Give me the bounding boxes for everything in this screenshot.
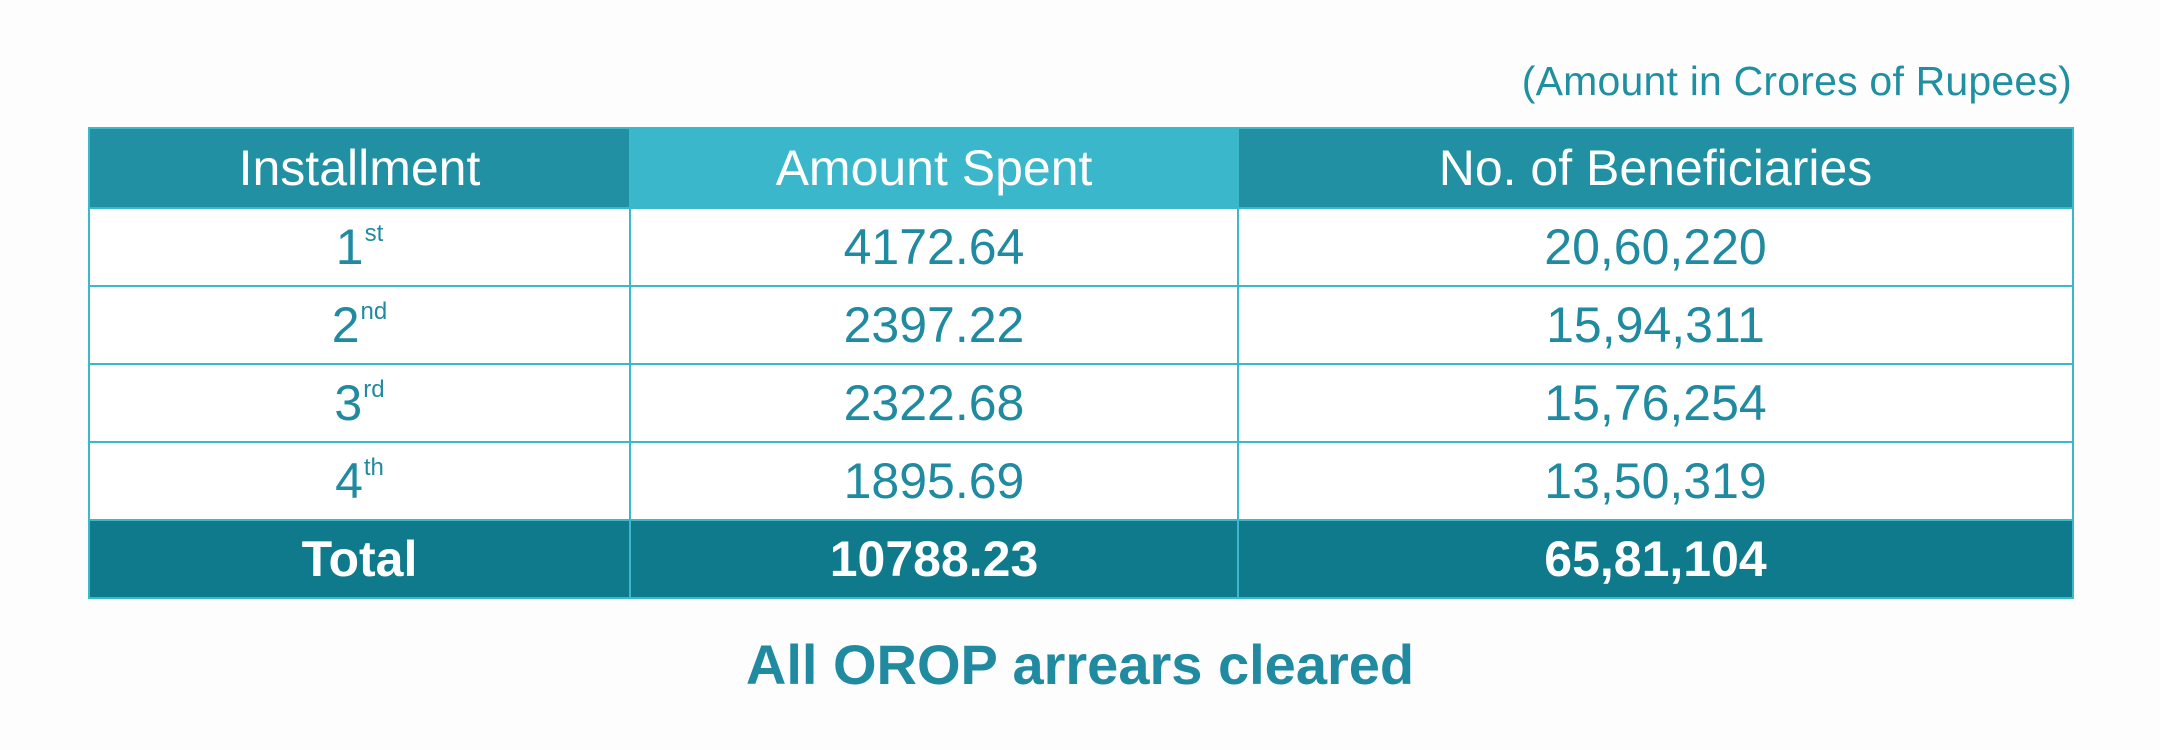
total-beneficiaries: 65,81,104 bbox=[1237, 519, 2074, 599]
installment-number: 2 bbox=[331, 297, 360, 353]
installment-suffix: nd bbox=[360, 298, 388, 325]
total-label: Total bbox=[88, 519, 631, 599]
table-row: 2nd 2397.22 15,94,311 bbox=[88, 285, 2074, 365]
installment-table: Installment Amount Spent No. of Benefici… bbox=[88, 127, 2074, 599]
total-row: Total 10788.23 65,81,104 bbox=[88, 519, 2074, 599]
table-header-row: Installment Amount Spent No. of Benefici… bbox=[88, 127, 2074, 209]
unit-note: (Amount in Crores of Rupees) bbox=[1521, 58, 2072, 104]
installment-suffix: rd bbox=[363, 376, 385, 403]
column-header-amount-spent: Amount Spent bbox=[629, 127, 1239, 209]
installment-cell: 2nd bbox=[88, 285, 631, 365]
installment-number: 4 bbox=[335, 453, 363, 509]
table-row: 1st 4172.64 20,60,220 bbox=[88, 207, 2074, 287]
installment-cell: 3rd bbox=[88, 363, 631, 443]
installment-number: 3 bbox=[334, 375, 363, 431]
installment-cell: 1st bbox=[88, 207, 631, 287]
installment-cell: 4th bbox=[88, 441, 631, 521]
beneficiaries-cell: 15,76,254 bbox=[1237, 363, 2074, 443]
amount-cell: 1895.69 bbox=[629, 441, 1239, 521]
installment-suffix: st bbox=[364, 220, 384, 247]
installment-number: 1 bbox=[335, 219, 364, 275]
amount-cell: 2322.68 bbox=[629, 363, 1239, 443]
column-header-beneficiaries: No. of Beneficiaries bbox=[1237, 127, 2074, 209]
beneficiaries-cell: 20,60,220 bbox=[1237, 207, 2074, 287]
table-row: 4th 1895.69 13,50,319 bbox=[88, 441, 2074, 521]
total-amount: 10788.23 bbox=[629, 519, 1239, 599]
table-row: 3rd 2322.68 15,76,254 bbox=[88, 363, 2074, 443]
beneficiaries-cell: 13,50,319 bbox=[1237, 441, 2074, 521]
column-header-installment: Installment bbox=[88, 127, 631, 209]
installment-suffix: th bbox=[363, 454, 384, 481]
beneficiaries-cell: 15,94,311 bbox=[1237, 285, 2074, 365]
amount-cell: 2397.22 bbox=[629, 285, 1239, 365]
amount-cell: 4172.64 bbox=[629, 207, 1239, 287]
caption: All OROP arrears cleared bbox=[745, 633, 1415, 696]
